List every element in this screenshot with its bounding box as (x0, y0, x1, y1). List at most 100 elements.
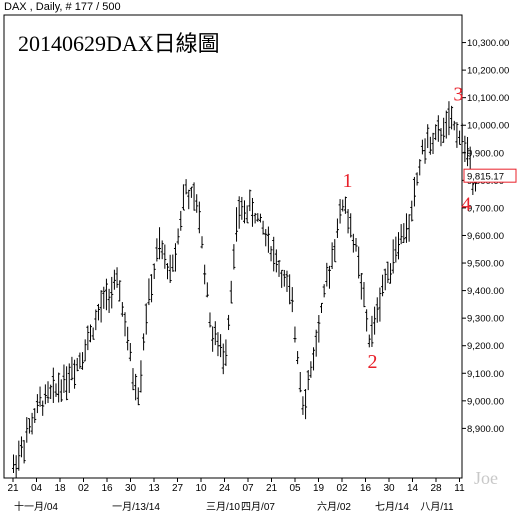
ohlc-bar (30, 412, 34, 435)
y-tick-label: 9,500.00 (467, 259, 504, 270)
x-month-label: 四月/07 (241, 501, 275, 513)
x-day-label: 21 (7, 483, 19, 494)
ohlc-bar (152, 263, 156, 279)
ohlc-bar (375, 297, 379, 323)
ohlc-bar (227, 314, 231, 331)
ohlc-bar (126, 326, 130, 351)
ohlc-bar (155, 238, 159, 262)
x-month-label: 七月/14 (375, 501, 409, 513)
ohlc-bar (139, 360, 143, 393)
ohlc-bar (33, 408, 37, 423)
y-tick-label: 9,400.00 (467, 286, 504, 297)
ohlc-bar (205, 282, 209, 298)
ohlc-bar (229, 280, 233, 304)
y-tick-label: 9,700.00 (467, 203, 504, 214)
ohlc-bar (104, 278, 108, 311)
ohlc-bar (99, 290, 103, 323)
ohlc-bar (192, 182, 196, 211)
ohlc-bar (123, 312, 127, 337)
ohlc-bar (224, 339, 228, 367)
ohlc-bar (187, 189, 191, 210)
y-tick-label: 10,000.00 (467, 121, 509, 132)
ohlc-bar (349, 213, 353, 238)
y-tick-label: 9,000.00 (467, 396, 504, 407)
ohlc-bar (219, 334, 223, 358)
ohlc-bar (330, 242, 334, 269)
ohlc-bar (455, 122, 459, 148)
ohlc-bar (59, 379, 63, 402)
y-tick-label: 10,300.00 (467, 38, 509, 49)
ohlc-bar (357, 246, 361, 279)
x-day-label: 13 (148, 483, 160, 494)
ohlc-bar (293, 326, 297, 343)
ohlc-bar (306, 370, 310, 391)
ohlc-bar (118, 280, 122, 302)
ohlc-bar (232, 244, 236, 270)
ohlc-bar (280, 269, 284, 288)
ohlc-bar (65, 366, 69, 401)
ohlc-bar (258, 213, 262, 223)
ohlc-bar (426, 124, 430, 149)
ohlc-bar (235, 207, 239, 242)
ohlc-bar (394, 236, 398, 263)
x-day-label: 18 (54, 483, 66, 494)
x-month-label: 一月/13/14 (112, 501, 160, 513)
ohlc-bar (160, 240, 164, 260)
ohlc-bar (57, 372, 61, 403)
ohlc-bar (96, 303, 100, 321)
ohlc-bar (25, 417, 29, 443)
ohlc-bar (62, 364, 66, 393)
ohlc-bar (458, 130, 462, 145)
ohlc-bar (285, 270, 289, 292)
x-day-label: 28 (430, 483, 442, 494)
ohlc-bar (290, 287, 294, 313)
ohlc-bar (237, 196, 241, 229)
ohlc-bar (102, 286, 106, 309)
ohlc-bar (399, 224, 403, 245)
y-tick-label: 9,300.00 (467, 314, 504, 325)
x-month-label: 六月/02 (317, 501, 351, 513)
ohlc-bar (264, 229, 268, 247)
last-price-box (463, 168, 517, 183)
y-tick-label: 9,200.00 (467, 341, 504, 352)
x-day-label: 02 (78, 483, 90, 494)
ohlc-bar (301, 396, 305, 415)
x-month-label: 八月/11 (420, 501, 454, 513)
ohlc-bar (131, 368, 135, 391)
ohlc-bar (391, 239, 395, 274)
chart-title: 20140629DAX日線圖 (18, 31, 220, 56)
ohlc-bar (216, 332, 220, 357)
ohlc-bar (163, 244, 167, 269)
ohlc-bar (378, 287, 382, 322)
ohlc-bar (298, 371, 302, 393)
price-bars (12, 101, 477, 478)
ohlc-bar (147, 278, 151, 306)
ohlc-bar (266, 226, 270, 253)
ohlc-bar (354, 237, 358, 252)
ohlc-bar (110, 276, 114, 309)
ohlc-bar (359, 273, 363, 300)
ohlc-bar (17, 440, 21, 471)
ohlc-bar (312, 347, 316, 371)
x-month-label: 十一月/04 (14, 500, 58, 513)
ohlc-bar (333, 239, 337, 263)
ohlc-bar (181, 184, 185, 211)
ohlc-bar (341, 199, 345, 212)
ohlc-bar (314, 329, 318, 357)
y-tick-label: 8,900.00 (467, 424, 504, 435)
ohlc-bar (402, 223, 406, 243)
wave-label-4: 4 (461, 194, 471, 216)
chart-header: DAX , Daily, # 177 / 500 (4, 1, 121, 13)
x-day-label: 11 (454, 483, 465, 494)
ohlc-bar (128, 343, 132, 362)
last-price-label: 9,815.17 (467, 172, 504, 183)
ohlc-bar (397, 232, 400, 260)
ohlc-bar (381, 274, 385, 297)
x-day-label: 30 (125, 483, 137, 494)
ohlc-bar (365, 309, 369, 332)
x-day-label: 19 (313, 483, 325, 494)
ohlc-bar (27, 418, 31, 434)
x-day-label: 14 (407, 483, 419, 494)
ohlc-bar (256, 213, 260, 222)
ohlc-bar (112, 269, 116, 290)
